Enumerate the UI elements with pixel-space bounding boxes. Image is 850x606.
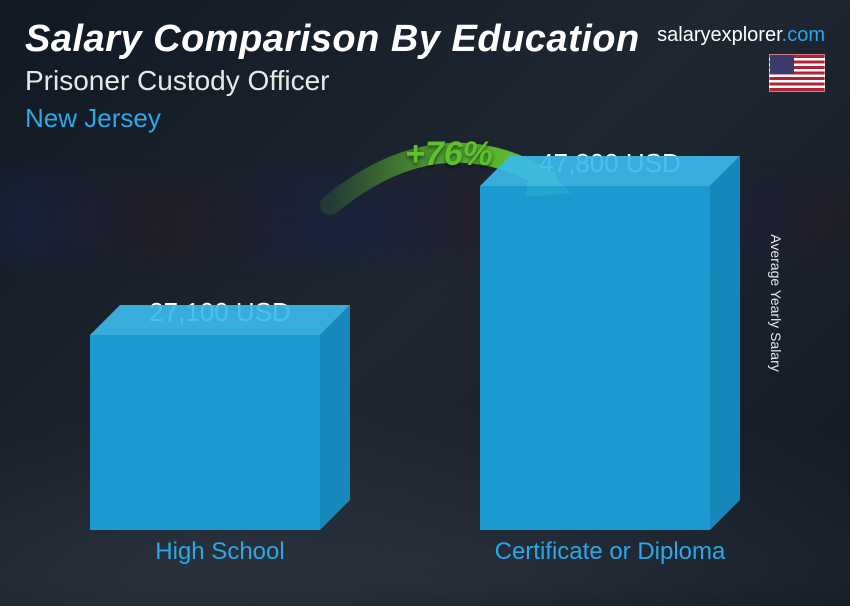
- bar-chart: +76% 27,100 USD High School 47,800 USD C…: [60, 155, 790, 566]
- brand-label: salaryexplorer.com: [657, 24, 825, 47]
- bar-front-face: [90, 335, 320, 530]
- chart-location: New Jersey: [25, 103, 825, 134]
- header: Salary Comparison By Education Prisoner …: [25, 18, 825, 134]
- main-container: Salary Comparison By Education Prisoner …: [0, 0, 850, 606]
- bar-high-school: 27,100 USD High School: [90, 335, 350, 530]
- chart-subtitle: Prisoner Custody Officer: [25, 65, 825, 97]
- bar-3d: [90, 335, 350, 530]
- bar-side-face: [320, 305, 350, 530]
- bar-top-face: [90, 305, 350, 335]
- bar-3d: [480, 186, 740, 530]
- bar-category-label: Certificate or Diploma: [480, 538, 740, 566]
- brand-prefix: salaryexplorer: [657, 24, 782, 46]
- bar-certificate-diploma: 47,800 USD Certificate or Diploma: [480, 186, 740, 530]
- bar-category-label: High School: [90, 538, 350, 566]
- brand-suffix: .com: [782, 24, 825, 46]
- flag-icon: [769, 54, 825, 92]
- bar-side-face: [710, 156, 740, 530]
- bar-front-face: [480, 186, 710, 530]
- bar-top-face: [480, 156, 740, 186]
